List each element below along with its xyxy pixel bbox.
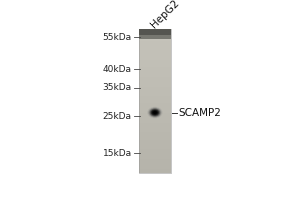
Bar [139,36,171,38]
Bar [139,152,171,154]
Bar [139,154,171,156]
Bar [139,29,171,35]
Bar [139,120,171,123]
Bar [139,111,171,113]
Bar [139,43,171,46]
Ellipse shape [150,109,160,117]
Bar [139,33,171,36]
Bar [139,159,171,161]
Bar [139,62,171,65]
Bar [139,82,171,84]
Bar [139,115,171,118]
Text: SCAMP2: SCAMP2 [178,108,221,118]
Bar [139,161,171,164]
Text: HepG2: HepG2 [148,0,181,30]
Bar [139,67,171,70]
Ellipse shape [152,110,158,115]
Bar [139,130,171,132]
Bar [139,99,171,101]
Bar [139,171,171,173]
Bar [139,87,171,89]
Bar [139,74,171,77]
Text: 40kDa: 40kDa [103,65,132,74]
Bar [139,38,171,41]
Bar [139,55,171,58]
Bar [139,79,171,82]
Bar [139,89,171,91]
Bar [139,156,171,159]
Text: 15kDa: 15kDa [103,149,132,158]
Bar [139,101,171,103]
Text: 35kDa: 35kDa [103,83,132,92]
Bar [139,103,171,106]
Bar [139,113,171,115]
Bar [139,128,171,130]
Bar [139,123,171,125]
Bar [139,108,171,111]
Bar [139,33,171,39]
Bar [139,96,171,99]
Bar [139,164,171,166]
Bar [139,106,171,108]
Bar [139,29,171,31]
Text: 55kDa: 55kDa [103,33,132,42]
Bar [139,70,171,72]
Ellipse shape [153,111,157,114]
Bar [139,65,171,67]
Bar [139,53,171,55]
Bar [139,50,171,53]
Bar [139,166,171,169]
Ellipse shape [148,108,161,117]
Bar [139,142,171,144]
Bar [139,84,171,87]
Bar [139,125,171,128]
Bar [139,140,171,142]
Bar [139,58,171,60]
Bar [139,94,171,96]
Bar [139,149,171,152]
Text: 25kDa: 25kDa [103,112,132,121]
Bar [139,135,171,137]
Bar [139,48,171,50]
Ellipse shape [151,109,159,116]
Bar [139,118,171,120]
Bar [139,60,171,62]
Bar [139,147,171,149]
Bar [139,29,171,173]
Bar [139,31,171,33]
Bar [139,46,171,48]
Bar [139,77,171,79]
Bar [139,144,171,147]
Bar [139,137,171,140]
Bar [139,132,171,135]
Ellipse shape [147,107,163,118]
Bar [139,41,171,43]
Bar [139,72,171,74]
Bar [139,91,171,94]
Bar [139,169,171,171]
